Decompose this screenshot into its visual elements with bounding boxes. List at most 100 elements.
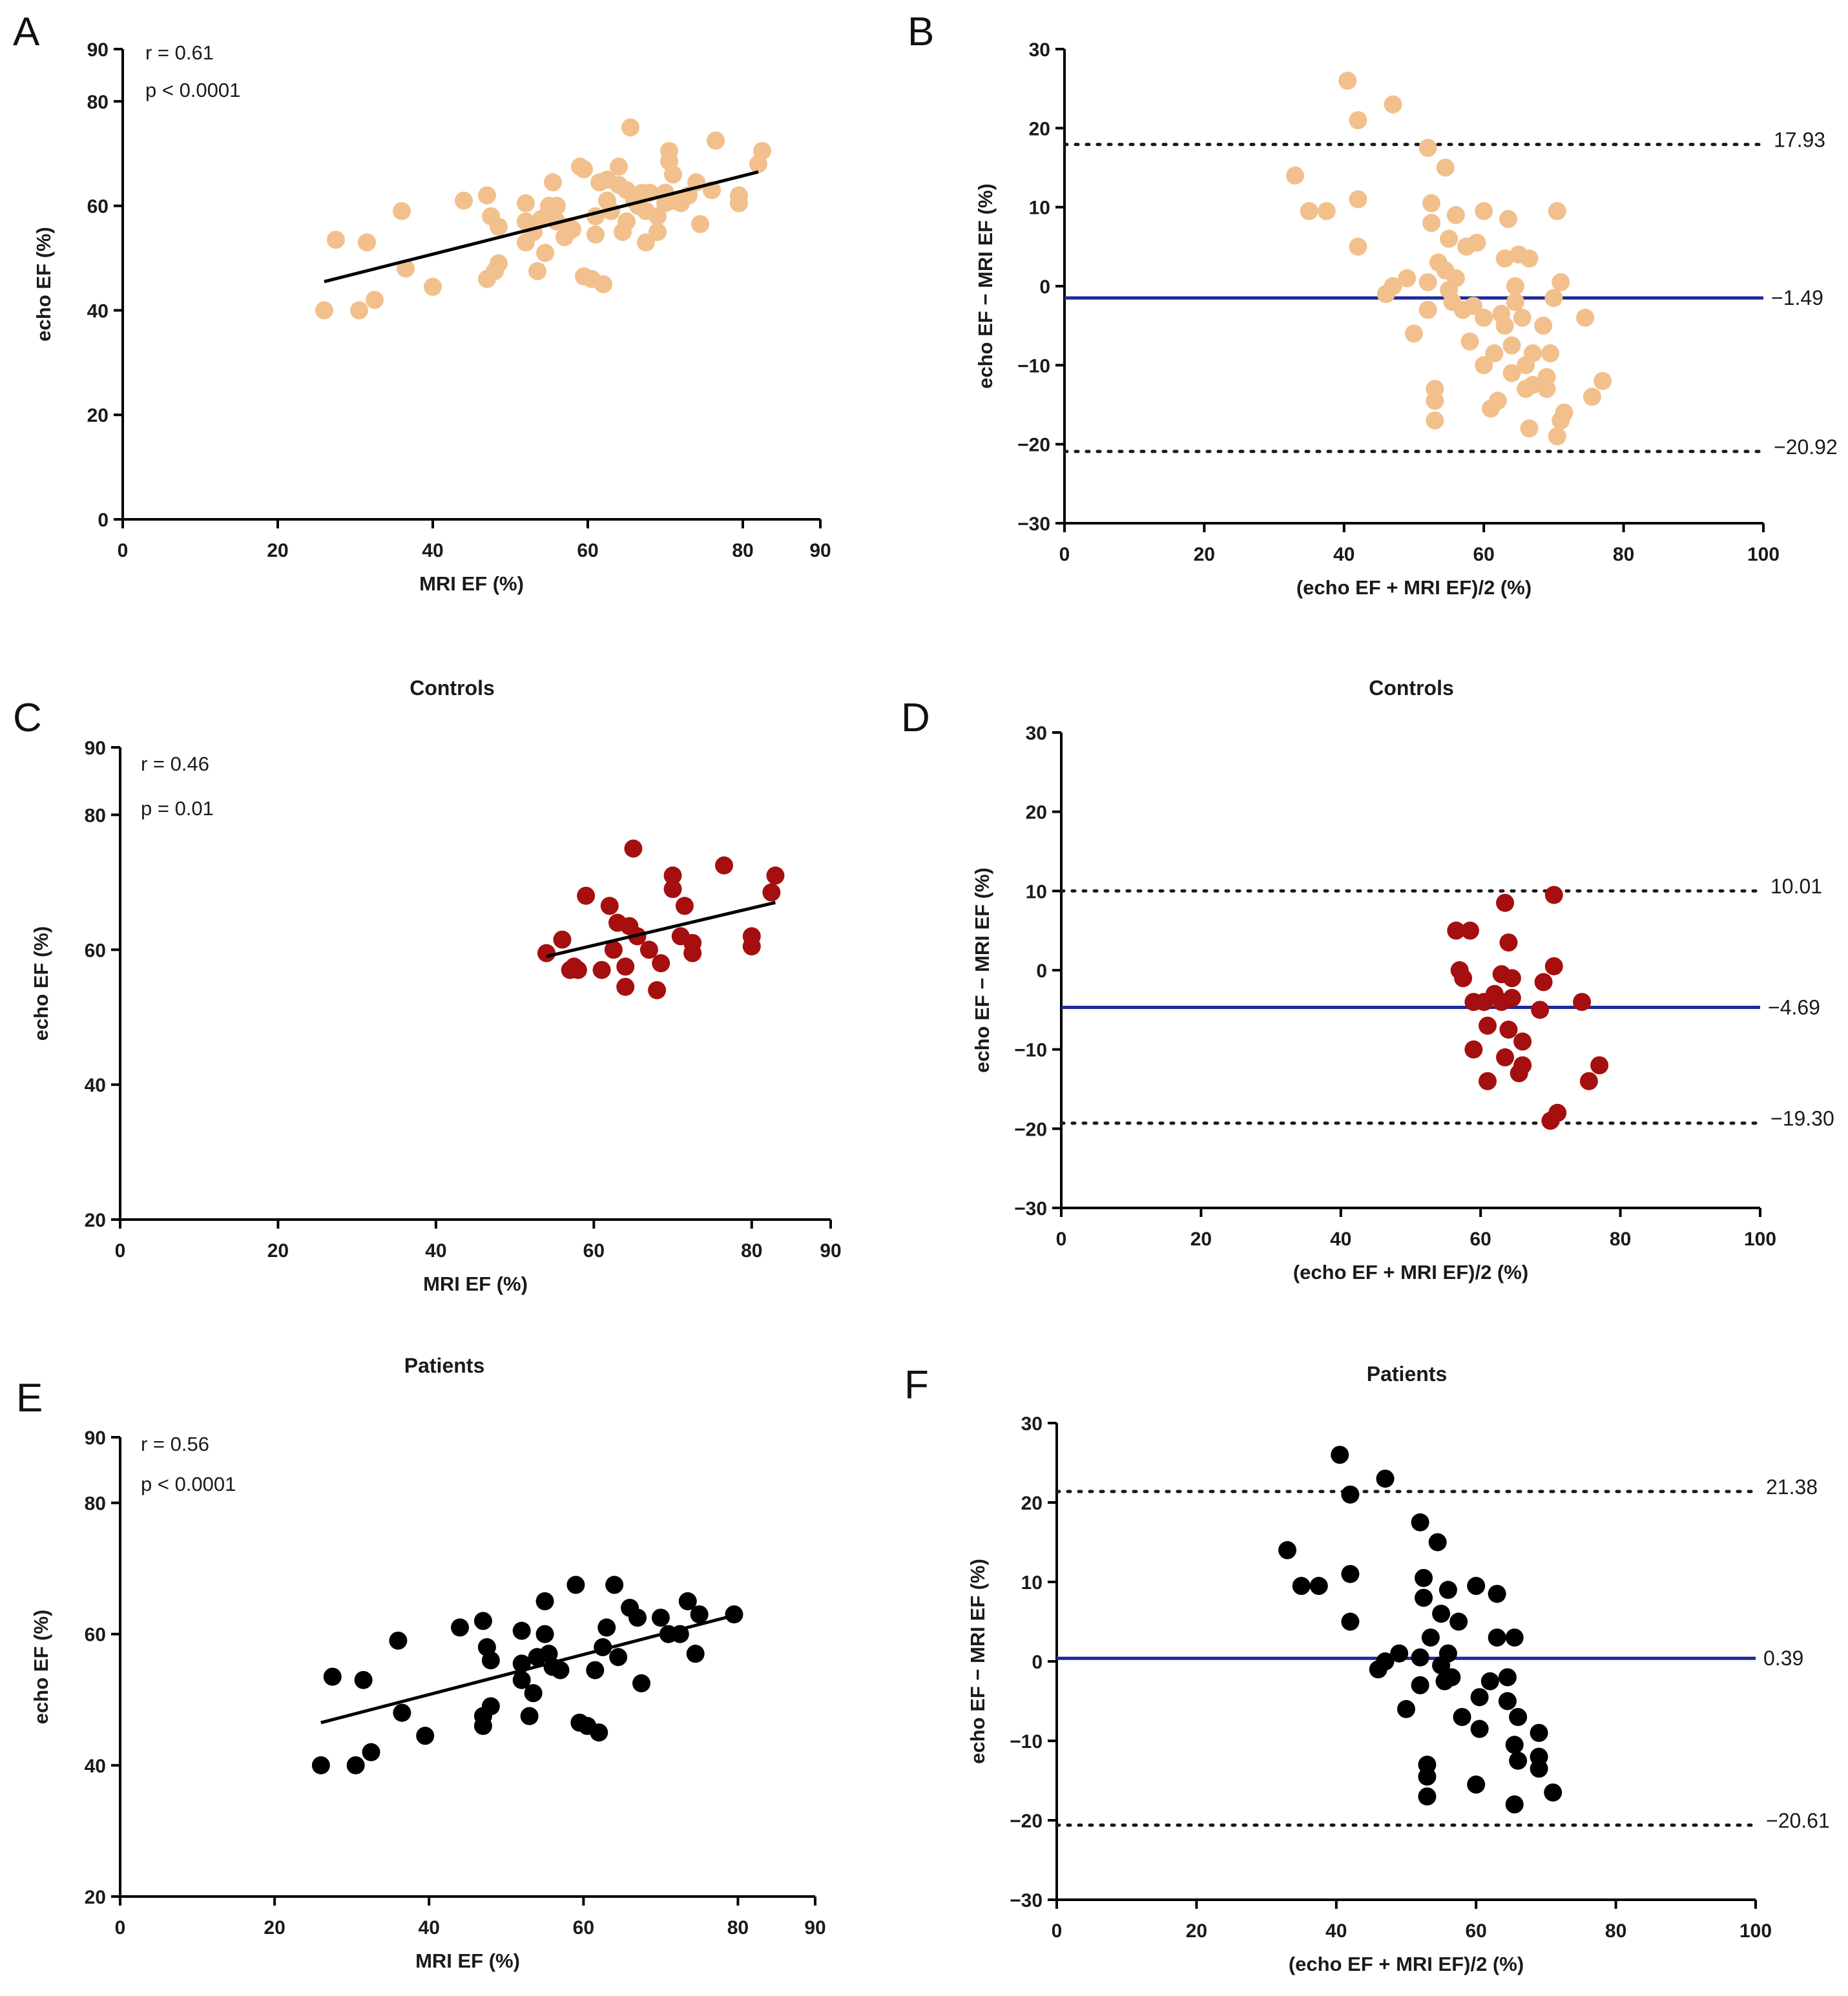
x-tick-label: 40 (425, 1240, 446, 1262)
y-tick-label: 20 (85, 1887, 106, 1908)
x-tick-label: 0 (1056, 1229, 1067, 1250)
data-point (648, 981, 667, 999)
data-point (690, 1605, 709, 1624)
data-point (1475, 202, 1493, 220)
data-point (1438, 1644, 1457, 1663)
data-point (327, 231, 345, 249)
data-point (358, 233, 376, 252)
data-point (1432, 1605, 1451, 1623)
data-point (1513, 1032, 1532, 1051)
data-point (1506, 293, 1524, 311)
data-point (455, 191, 473, 210)
data-point (481, 1651, 500, 1670)
data-point (1552, 273, 1570, 291)
panel-title: Patients (1367, 1362, 1447, 1386)
data-point (517, 194, 535, 213)
data-point (1446, 269, 1465, 287)
x-tick-label: 80 (732, 540, 753, 561)
data-point (551, 1661, 570, 1679)
regression-line (320, 1612, 739, 1725)
data-point (586, 1661, 605, 1679)
data-point (1502, 988, 1521, 1007)
data-point (346, 1756, 365, 1774)
mean-difference-label: −4.69 (1768, 996, 1820, 1019)
data-point (1583, 388, 1601, 406)
data-point (1475, 356, 1493, 375)
data-point (637, 233, 655, 252)
data-point (1530, 1760, 1548, 1778)
data-point (1286, 166, 1305, 185)
data-point (1523, 344, 1542, 362)
data-point (1502, 969, 1521, 988)
correlation-p: p < 0.0001 (145, 79, 240, 101)
data-point (664, 165, 682, 184)
x-tick-label: 90 (804, 1917, 825, 1939)
data-point (649, 207, 667, 225)
data-point (490, 254, 508, 273)
data-point (1341, 1485, 1360, 1504)
panel-title: Controls (1369, 676, 1454, 700)
data-point (600, 897, 619, 915)
data-point (424, 278, 442, 296)
x-tick-label: 0 (115, 1240, 126, 1262)
upper-limit-label: 17.93 (1774, 129, 1825, 152)
data-point (1495, 249, 1514, 268)
data-point (1418, 1767, 1437, 1786)
y-tick-label: 20 (1021, 1493, 1043, 1514)
data-point (1460, 921, 1479, 940)
data-point (1349, 190, 1367, 209)
data-point (1499, 1021, 1518, 1039)
data-point (1513, 308, 1531, 327)
data-point (1376, 1470, 1395, 1488)
data-point (1499, 210, 1518, 229)
data-point (1475, 308, 1493, 327)
y-tick-label: 10 (1029, 198, 1050, 219)
data-point (1505, 1795, 1524, 1814)
data-point (1349, 111, 1367, 130)
data-point (1453, 1708, 1471, 1727)
data-point (1485, 344, 1504, 362)
data-point (616, 977, 635, 996)
y-tick-label: 20 (85, 1210, 106, 1231)
data-point (1548, 1103, 1567, 1122)
data-point (632, 1674, 650, 1692)
x-tick-label: 0 (1059, 544, 1070, 565)
data-point (397, 259, 415, 278)
data-point (715, 856, 733, 875)
lower-limit-label: −20.61 (1766, 1809, 1830, 1833)
data-point (1338, 71, 1357, 90)
data-point (1573, 993, 1592, 1012)
x-axis-label: MRI EF (%) (423, 1273, 528, 1295)
data-point (520, 1707, 539, 1725)
data-point (512, 1670, 531, 1689)
y-tick-label: −20 (1017, 435, 1050, 456)
y-tick-label: 0 (1032, 1652, 1043, 1673)
data-point (652, 954, 670, 973)
data-point (609, 1648, 628, 1667)
data-point (389, 1631, 408, 1650)
data-point (594, 275, 612, 293)
data-point (1496, 1048, 1515, 1066)
x-tick-label: 60 (583, 1240, 605, 1262)
mean-difference-label: 0.39 (1763, 1647, 1803, 1670)
data-point (1495, 317, 1514, 335)
data-point (1594, 371, 1612, 390)
data-point (663, 866, 682, 885)
y-tick-label: 90 (87, 39, 109, 61)
data-point (1479, 1072, 1497, 1090)
x-tick-label: 80 (741, 1240, 762, 1262)
data-point (366, 291, 384, 309)
data-point (536, 244, 554, 262)
y-tick-label: 20 (1029, 118, 1050, 140)
y-tick-label: 80 (85, 805, 106, 826)
data-point (1405, 324, 1423, 343)
regression-line (324, 170, 759, 284)
data-point (1438, 1581, 1457, 1599)
data-point (1447, 921, 1466, 940)
x-tick-label: 40 (422, 540, 443, 561)
data-point (766, 866, 785, 885)
data-point (605, 1575, 624, 1594)
y-tick-label: 80 (85, 1493, 106, 1515)
mean-difference-label: −1.49 (1771, 286, 1823, 309)
data-point (1418, 138, 1437, 157)
